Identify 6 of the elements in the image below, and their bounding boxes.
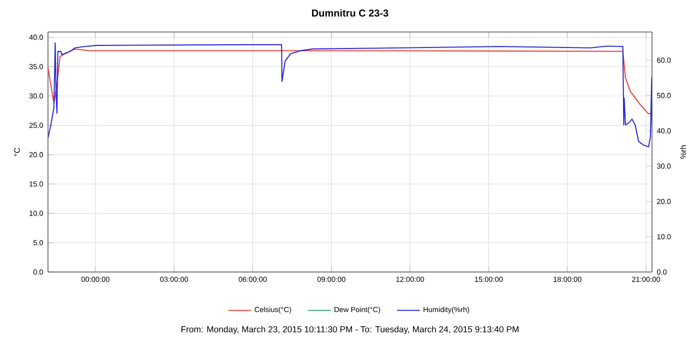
line-series <box>48 42 652 148</box>
y-axis-title: °C <box>14 148 20 156</box>
text: From: Monday, March 23, 2015 10:11:30 PM - To: Tuesday, March 24, 2015 9:13:40 PM <box>181 326 518 334</box>
y2-axis-title: %rh <box>680 145 686 159</box>
line-series <box>48 48 652 114</box>
chart-title: Dumnitru C 23-3 <box>312 9 388 17</box>
